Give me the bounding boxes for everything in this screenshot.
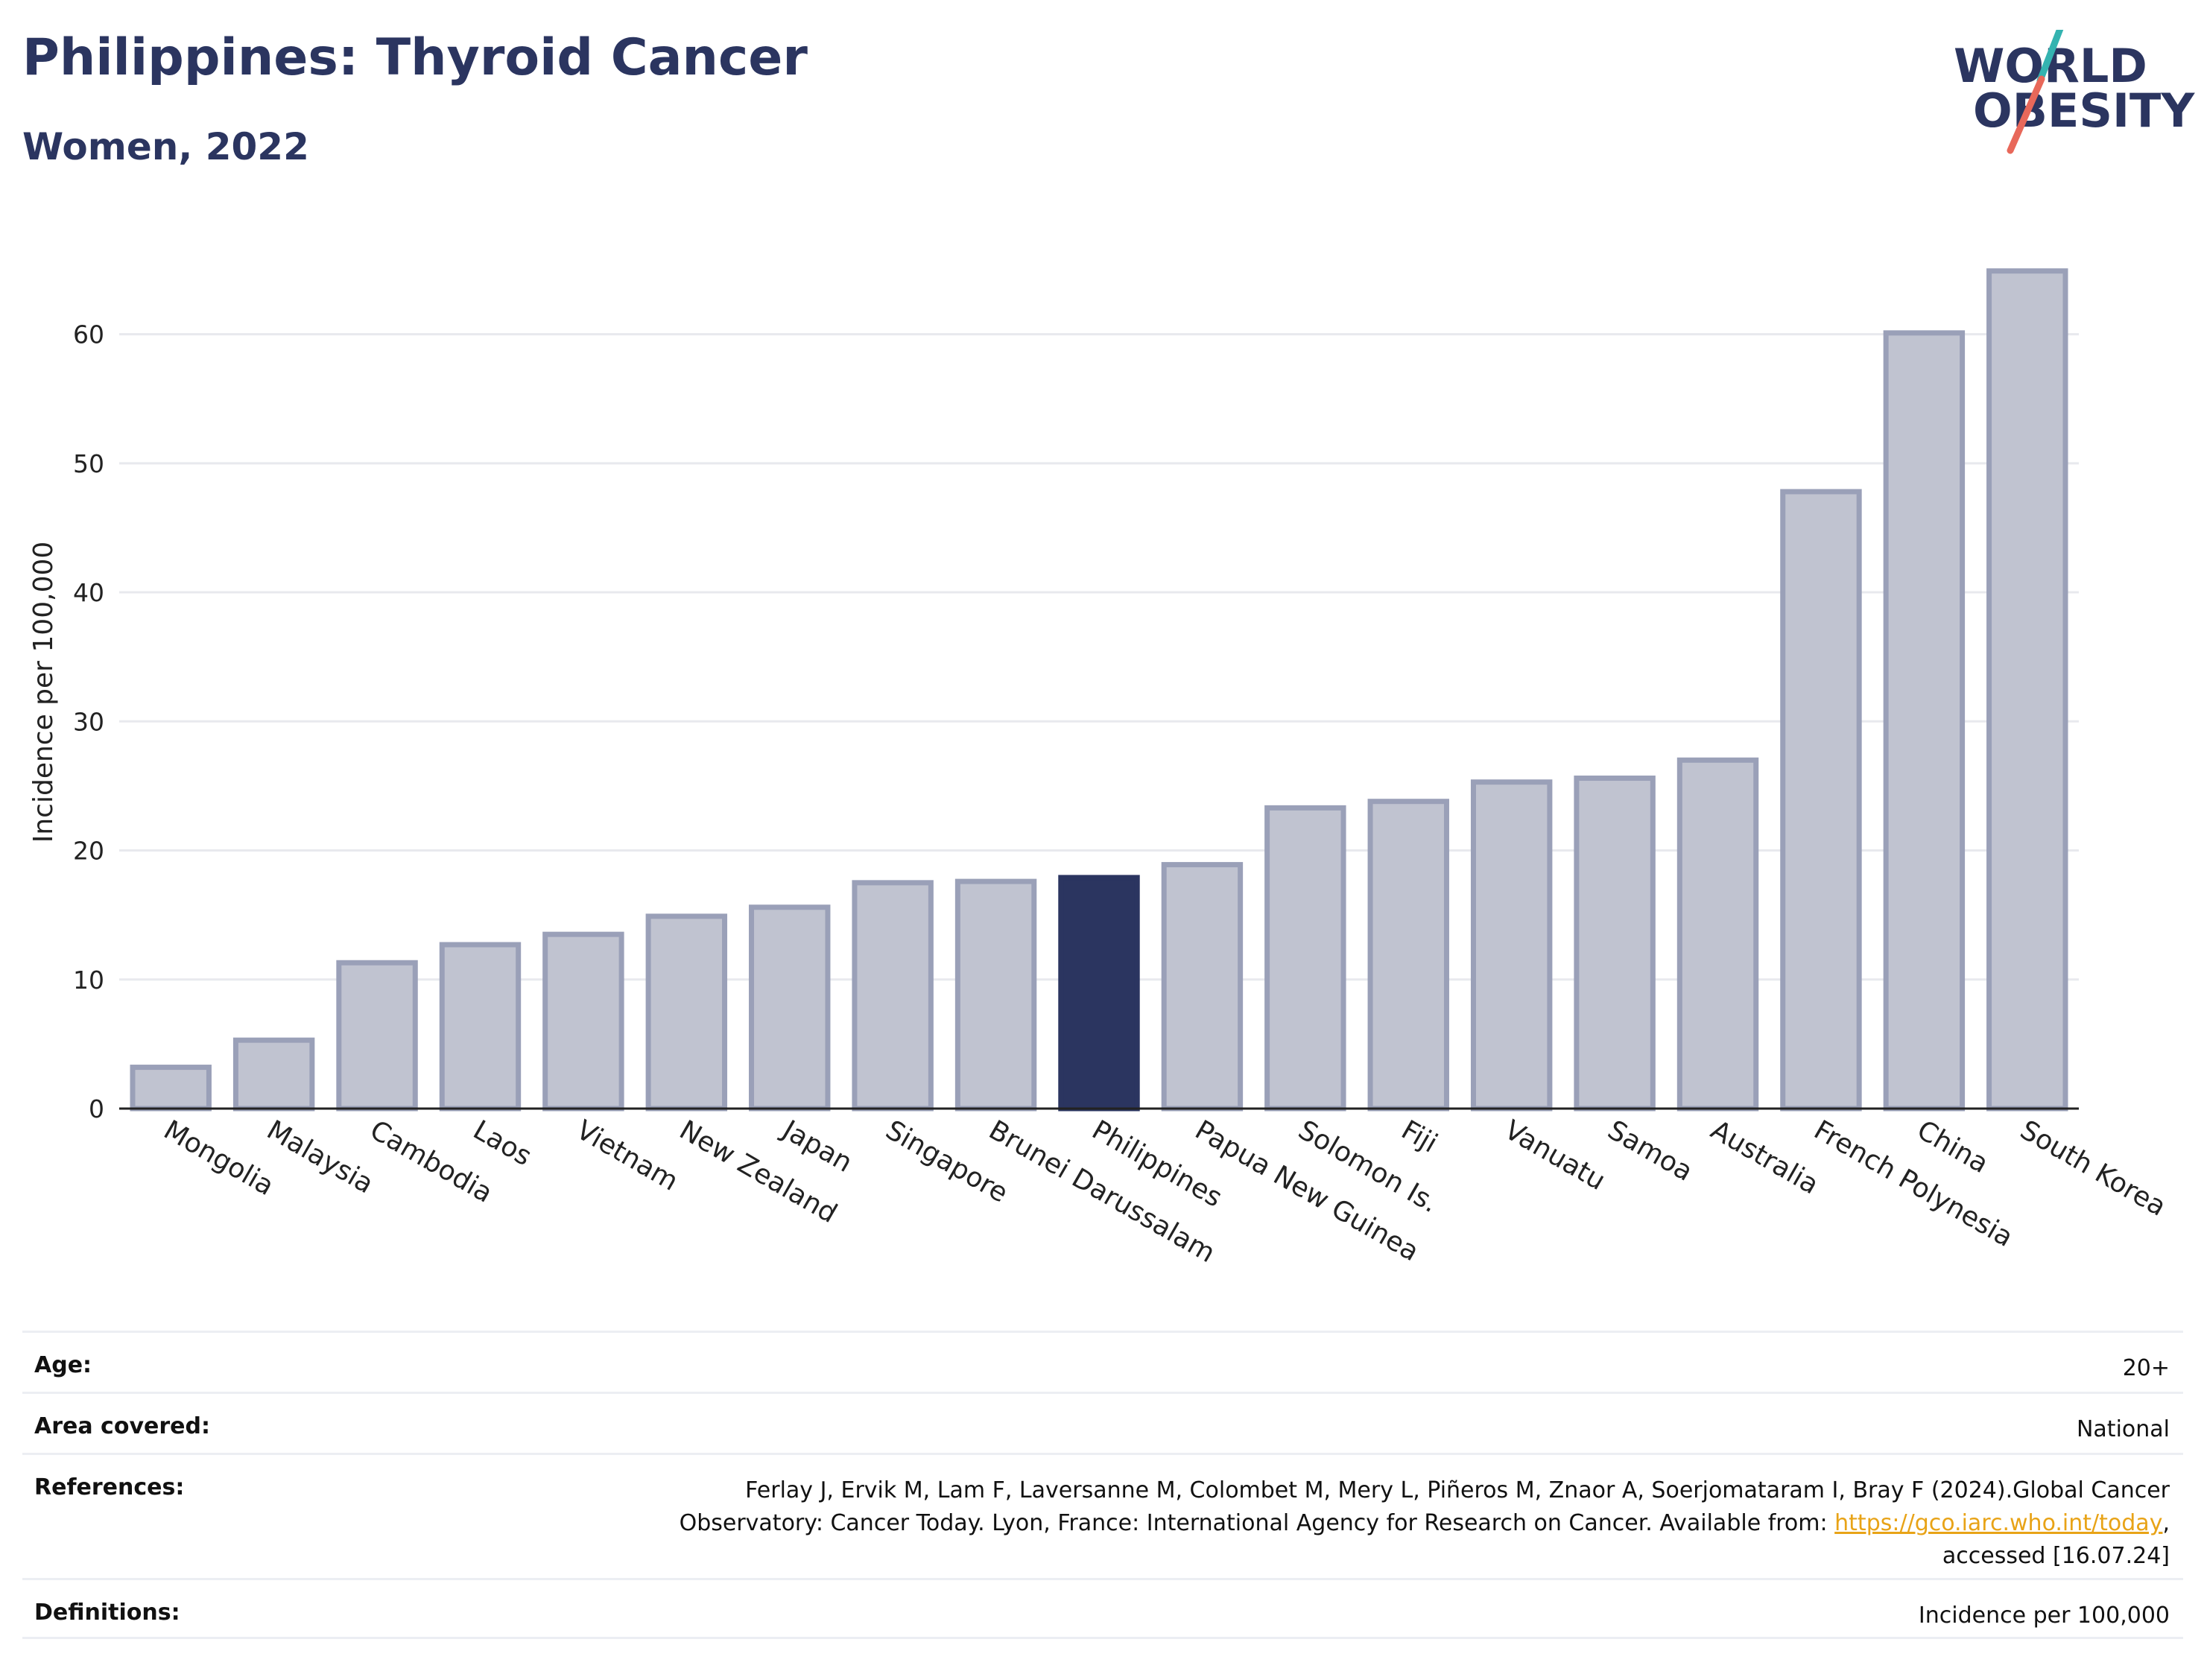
bar-japan — [749, 904, 831, 1112]
bar-vanuatu — [1470, 779, 1553, 1112]
references-line-2-prefix: Observatory: Cancer Today. Lyon, France:… — [679, 1510, 1835, 1536]
x-tick-label: Australia — [1706, 1115, 1823, 1200]
x-tick-label: South Korea — [2015, 1115, 2170, 1223]
meta-row-definitions: Definitions: Incidence per 100,000 — [22, 1578, 2183, 1639]
references-value: Ferlay J, Ervik M, Lam F, Laversanne M, … — [680, 1474, 2170, 1573]
bar-china — [1883, 330, 1966, 1112]
chart-subtitle: Women, 2022 — [22, 125, 309, 168]
metadata-table: Age: 20+ Area covered: National Referenc… — [22, 1331, 2183, 1639]
y-axis-label: Incidence per 100,000 — [28, 542, 59, 843]
bar-new-zealand — [645, 913, 728, 1112]
age-label: Age: — [34, 1352, 92, 1378]
y-axis-ticks: 0 10 20 30 40 50 60 — [73, 320, 104, 1123]
bar-laos — [439, 942, 522, 1112]
x-tick-label: China — [1912, 1115, 1994, 1179]
area-label: Area covered: — [34, 1413, 210, 1439]
x-tick-label: Samoa — [1603, 1115, 1698, 1188]
definitions-value: Incidence per 100,000 — [1918, 1603, 2170, 1629]
bar-australia — [1676, 757, 1759, 1112]
references-line-3: accessed [16.07.24] — [1942, 1543, 2170, 1569]
x-tick-label: Laos — [468, 1115, 536, 1172]
y-tick-label: 60 — [73, 320, 104, 349]
chart-title: Philippines: Thyroid Cancer — [22, 28, 808, 87]
bar-vietnam — [542, 931, 624, 1112]
bar-brunei-darussalam — [954, 878, 1037, 1112]
bar-french-polynesia — [1780, 489, 1862, 1112]
area-value: National — [2076, 1416, 2170, 1442]
world-obesity-logo: WORLD OBESITY — [1930, 30, 2198, 164]
y-tick-label: 20 — [73, 837, 104, 866]
bar-mongolia — [130, 1065, 212, 1112]
age-value: 20+ — [2122, 1355, 2170, 1381]
bar-samoa — [1574, 776, 1656, 1112]
references-line-2-suffix: , — [2162, 1510, 2170, 1536]
logo-slash-icon — [2007, 30, 2064, 154]
y-tick-label: 30 — [73, 707, 104, 736]
bar-cambodia — [336, 960, 418, 1112]
references-line-1: Ferlay J, Ervik M, Lam F, Laversanne M, … — [745, 1477, 2170, 1503]
logo-line-2: OBESITY — [1973, 83, 2195, 138]
x-tick-label: Vietnam — [571, 1115, 683, 1197]
x-tick-label: Japan — [776, 1114, 858, 1179]
bar-philippines — [1058, 875, 1140, 1112]
meta-row-area: Area covered: National — [22, 1392, 2183, 1453]
y-tick-label: 10 — [73, 966, 104, 995]
y-tick-label: 40 — [73, 578, 104, 607]
x-tick-label: Mongolia — [159, 1115, 279, 1202]
bar-malaysia — [232, 1037, 315, 1112]
meta-row-references: References: Ferlay J, Ervik M, Lam F, La… — [22, 1453, 2183, 1578]
definitions-label: Definitions: — [34, 1600, 180, 1626]
bar-fiji — [1367, 799, 1449, 1112]
references-link[interactable]: https://gco.iarc.who.int/today — [1834, 1510, 2163, 1536]
x-tick-label: Fiji — [1396, 1115, 1443, 1159]
bars — [130, 268, 2068, 1112]
x-tick-label: French Polynesia — [1808, 1115, 2018, 1253]
x-tick-label: Vanuatu — [1499, 1115, 1610, 1196]
bar-papua-new-guinea — [1161, 862, 1244, 1112]
x-tick-label: Malaysia — [262, 1115, 379, 1199]
bar-south-korea — [1986, 268, 2068, 1112]
bar-singapore — [852, 880, 934, 1112]
y-tick-label: 0 — [89, 1094, 104, 1123]
y-tick-label: 50 — [73, 449, 104, 478]
bar-solomon-is — [1264, 805, 1346, 1112]
meta-row-age: Age: 20+ — [22, 1331, 2183, 1392]
references-label: References: — [34, 1474, 185, 1500]
